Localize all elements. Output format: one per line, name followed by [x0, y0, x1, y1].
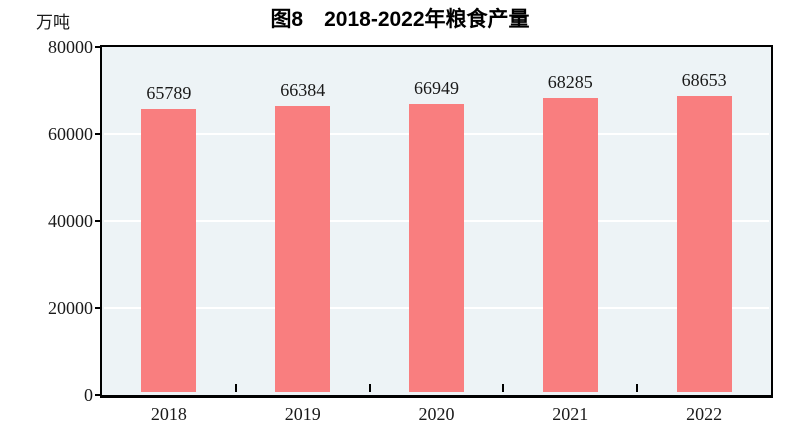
bar — [676, 96, 732, 392]
x-tick-mark — [636, 384, 639, 392]
bar — [141, 109, 197, 392]
x-axis-label: 2022 — [686, 404, 723, 424]
x-axis-label: 2019 — [284, 404, 321, 424]
bar-value-label: 68285 — [547, 72, 593, 92]
y-tick-label: 20000 — [48, 298, 93, 318]
bar — [542, 98, 598, 392]
bar — [409, 104, 464, 392]
x-axis-label: 2021 — [552, 404, 589, 424]
y-tick-mark — [95, 46, 102, 48]
bar — [275, 106, 331, 392]
y-tick-mark — [95, 133, 102, 135]
chart-title: 图8 2018-2022年粮食产量 — [270, 8, 530, 31]
bar-value-label: 68653 — [681, 70, 727, 90]
y-tick-label: 80000 — [48, 37, 93, 57]
x-axis-label: 2018 — [150, 404, 187, 424]
x-tick-mark — [234, 384, 237, 392]
x-tick-mark — [502, 384, 505, 392]
y-tick-mark — [95, 394, 102, 396]
y-tick-label: 40000 — [48, 211, 93, 231]
bar-value-label: 65789 — [146, 83, 192, 103]
x-tick-mark — [368, 384, 371, 392]
x-axis-label: 2020 — [418, 404, 455, 424]
y-tick-label: 60000 — [48, 124, 93, 144]
y-tick-label: 0 — [84, 385, 93, 405]
y-axis-unit-label: 万吨 — [36, 13, 70, 32]
bar-value-label: 66384 — [280, 80, 326, 100]
y-tick-mark — [95, 307, 102, 309]
bar-value-label: 66949 — [414, 78, 459, 98]
y-tick-mark — [95, 220, 102, 222]
